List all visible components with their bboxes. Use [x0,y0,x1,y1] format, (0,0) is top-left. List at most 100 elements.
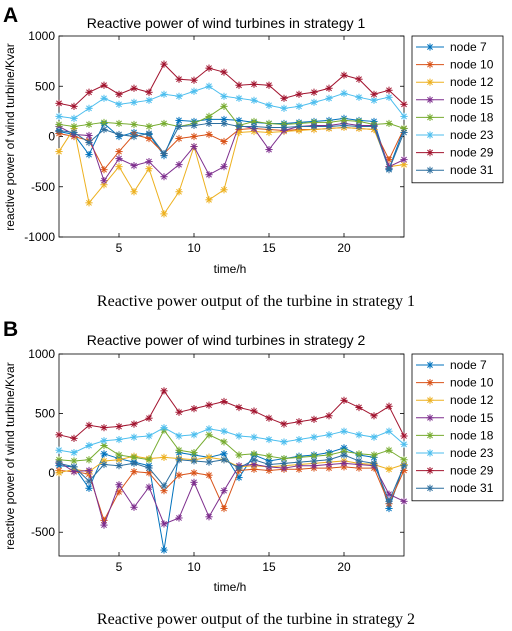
data-point [265,101,273,109]
x-tick-label: 5 [116,560,123,574]
data-point [250,122,258,131]
data-point [220,487,228,495]
data-point [100,516,108,524]
data-point [190,76,198,84]
data-point [205,171,213,179]
legend-marker [426,43,434,51]
plot-area [58,35,405,238]
legend-marker [426,467,434,475]
data-point [100,125,108,134]
data-point [280,104,288,112]
data-point [385,490,393,498]
data-point [355,93,363,101]
data-point [160,453,168,461]
data-point [235,81,243,89]
data-point [85,131,93,140]
series-line [58,461,405,527]
legend-label: node 29 [450,146,494,160]
y-tick-label: 1000 [28,29,55,43]
data-point [250,80,258,88]
data-point [370,412,378,420]
data-point [85,466,93,475]
data-point [220,119,228,128]
y-tick-label: -500 [31,180,55,194]
figure-caption: Reactive power output of the turbine in … [97,293,415,310]
x-tick-label: 10 [187,241,201,255]
data-point [70,122,78,131]
data-point [385,446,393,454]
data-point [310,415,318,423]
data-point [310,462,318,470]
data-point [265,452,273,460]
data-point [220,92,228,100]
data-point [310,122,318,131]
data-point [370,433,378,441]
data-point [205,64,213,72]
data-point [340,121,348,130]
data-point [175,122,183,131]
series-node-12 [55,123,408,218]
legend-marker [426,149,434,157]
legend-label: node 31 [450,481,494,495]
data-point [85,88,93,96]
data-point [115,155,123,163]
data-point [370,90,378,98]
legend: node 7 node 10 node 12 node 15 node 18 node 2… [411,35,504,184]
data-point [160,520,168,528]
y-axis-label: reactive power of wind turbine/Kvar [3,362,17,549]
data-point [130,98,138,106]
data-point [160,482,168,490]
data-point [175,456,183,464]
legend-marker [426,166,434,174]
data-point [55,120,63,129]
data-point [160,173,168,181]
data-point [145,414,153,422]
legend-label: node 23 [450,446,494,460]
data-point [70,114,78,123]
legend-item: node 31 [416,163,494,177]
legend-label: node 12 [450,393,494,407]
data-point [85,441,93,450]
legend-item: node 18 [416,428,494,442]
series-line [58,466,405,522]
figure-caption: Reactive power output of the turbine in … [97,611,415,628]
data-point [115,422,123,431]
legend-item: node 7 [416,358,487,372]
data-point [175,514,183,522]
data-point [190,405,198,413]
data-point [340,396,348,404]
x-tick-label: 15 [262,560,276,574]
legend-label: node 18 [450,110,494,124]
y-tick-label: 500 [35,406,55,420]
data-point [325,431,333,439]
data-point [145,483,153,491]
data-point [400,112,408,120]
data-point [340,89,348,97]
legend-marker [426,61,434,69]
legend-label: node 31 [450,163,494,177]
data-point [55,126,63,135]
data-point [250,433,258,441]
legend-marker [426,96,434,104]
data-point [160,149,168,158]
data-point [85,456,93,464]
legend-label: node 7 [450,358,487,372]
data-point [220,186,228,194]
x-tick-label: 20 [337,560,351,574]
data-point [160,60,168,68]
data-point [295,90,303,98]
data-point [325,456,333,464]
data-point [100,437,108,445]
data-point [325,460,333,469]
data-point [220,427,228,435]
data-point [160,424,168,432]
data-point [130,468,138,476]
data-point [85,484,93,492]
plot-area [58,353,405,557]
legend-label: node 10 [450,376,494,390]
data-point [130,188,138,196]
data-point [220,397,228,406]
data-point [265,81,273,89]
x-axis-label: time/h [214,262,247,276]
data-point [100,521,108,529]
